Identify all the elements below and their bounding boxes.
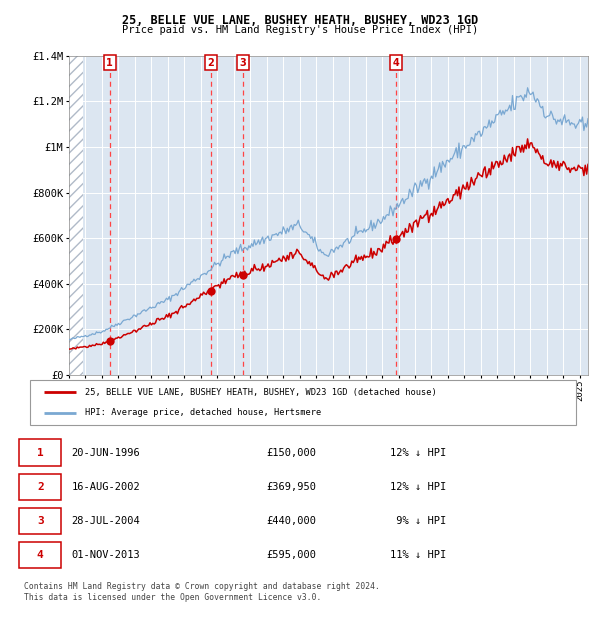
Text: Price paid vs. HM Land Registry's House Price Index (HPI): Price paid vs. HM Land Registry's House … [122,25,478,35]
Text: 2: 2 [37,482,44,492]
Text: £440,000: £440,000 [266,516,316,526]
Text: 1: 1 [37,448,44,458]
Text: 4: 4 [37,551,44,560]
Text: 20-JUN-1996: 20-JUN-1996 [71,448,140,458]
Text: This data is licensed under the Open Government Licence v3.0.: This data is licensed under the Open Gov… [24,593,322,602]
Text: 12% ↓ HPI: 12% ↓ HPI [390,448,446,458]
Text: 3: 3 [37,516,44,526]
Text: 4: 4 [392,58,399,68]
FancyBboxPatch shape [19,508,61,534]
Text: 11% ↓ HPI: 11% ↓ HPI [390,551,446,560]
FancyBboxPatch shape [30,380,576,425]
Text: £595,000: £595,000 [266,551,316,560]
FancyBboxPatch shape [19,542,61,569]
Text: 16-AUG-2002: 16-AUG-2002 [71,482,140,492]
Text: 28-JUL-2004: 28-JUL-2004 [71,516,140,526]
Text: 2: 2 [208,58,214,68]
Text: 3: 3 [240,58,247,68]
Text: £369,950: £369,950 [266,482,316,492]
Text: 25, BELLE VUE LANE, BUSHEY HEATH, BUSHEY, WD23 1GD (detached house): 25, BELLE VUE LANE, BUSHEY HEATH, BUSHEY… [85,388,436,397]
FancyBboxPatch shape [19,474,61,500]
Text: 12% ↓ HPI: 12% ↓ HPI [390,482,446,492]
Text: 25, BELLE VUE LANE, BUSHEY HEATH, BUSHEY, WD23 1GD: 25, BELLE VUE LANE, BUSHEY HEATH, BUSHEY… [122,14,478,27]
Text: 01-NOV-2013: 01-NOV-2013 [71,551,140,560]
Text: HPI: Average price, detached house, Hertsmere: HPI: Average price, detached house, Hert… [85,408,321,417]
FancyBboxPatch shape [19,440,61,466]
Text: 1: 1 [106,58,113,68]
Text: £150,000: £150,000 [266,448,316,458]
Text: Contains HM Land Registry data © Crown copyright and database right 2024.: Contains HM Land Registry data © Crown c… [24,582,380,591]
Text: 9% ↓ HPI: 9% ↓ HPI [390,516,446,526]
